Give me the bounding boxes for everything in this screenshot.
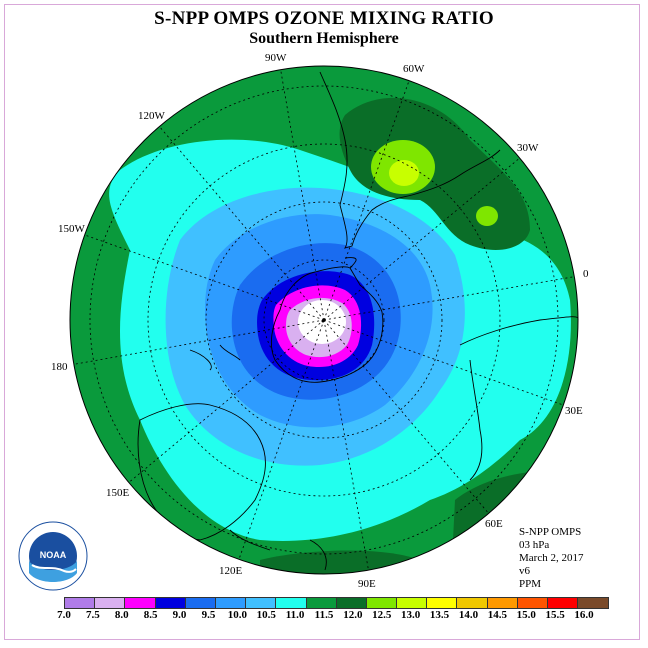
colorbar-tick-label: 7.0 bbox=[57, 609, 71, 621]
colorbar-swatch bbox=[336, 598, 367, 608]
colorbar-swatch bbox=[578, 598, 609, 608]
colorbar-tick-label: 15.0 bbox=[516, 609, 536, 621]
map-title: S-NPP OMPS OZONE MIXING RATIO bbox=[154, 8, 494, 29]
map-subtitle: Southern Hemisphere bbox=[249, 30, 399, 47]
colorbar-tick-label: 8.5 bbox=[143, 609, 158, 621]
info-instrument: S-NPP OMPS bbox=[519, 526, 582, 538]
colorbar-swatch bbox=[548, 598, 579, 608]
lon-label-30w: 30W bbox=[517, 142, 539, 154]
colorbar-tick-label: 13.0 bbox=[401, 609, 421, 621]
colorbar-swatch bbox=[306, 598, 337, 608]
colorbar-tick-label: 11.5 bbox=[314, 609, 334, 621]
colorbar-swatch bbox=[246, 598, 277, 608]
colorbar-swatch bbox=[517, 598, 548, 608]
colorbar-tick-label: 8.0 bbox=[114, 609, 129, 621]
colorbar-swatch bbox=[397, 598, 428, 608]
field-dark-green-south bbox=[260, 550, 420, 574]
coast-africa bbox=[459, 316, 578, 481]
info-pressure: 03 hPa bbox=[519, 539, 550, 551]
colorbar-swatch bbox=[185, 598, 216, 608]
colorbar-tick-label: 14.5 bbox=[487, 609, 507, 621]
colorbar-swatch bbox=[487, 598, 518, 608]
coastlines bbox=[137, 71, 578, 571]
lon-label-120e: 120E bbox=[219, 565, 243, 577]
coast-new-zealand bbox=[189, 344, 241, 371]
colorbar-tick-label: 13.5 bbox=[429, 609, 450, 621]
lon-label-60w: 60W bbox=[403, 63, 425, 75]
colorbar-tick-label: 12.0 bbox=[343, 609, 363, 621]
colorbar-tick-label: 9.0 bbox=[172, 609, 187, 621]
lon-label-60e: 60E bbox=[485, 518, 503, 530]
noaa-logo: NOAA bbox=[18, 521, 88, 591]
colorbar-swatch bbox=[155, 598, 186, 608]
colorbar-swatch bbox=[427, 598, 458, 608]
colorbar-swatch bbox=[215, 598, 247, 608]
colorbar-tick-label: 7.5 bbox=[86, 609, 100, 621]
map-boundary bbox=[69, 65, 579, 575]
colorbar-tick-label: 12.5 bbox=[372, 609, 392, 621]
field-yellow-maximum bbox=[389, 160, 419, 186]
lon-label-150e: 150E bbox=[106, 487, 130, 499]
colorbar-tick-label: 14.0 bbox=[458, 609, 479, 621]
info-date: March 2, 2017 bbox=[519, 552, 584, 564]
colorbar-swatch bbox=[125, 598, 156, 608]
noaa-logo-text: NOAA bbox=[40, 550, 67, 560]
colorbar-tick-label: 9.5 bbox=[201, 609, 216, 621]
coast-south-america bbox=[319, 71, 501, 249]
info-units: PPM bbox=[519, 578, 542, 590]
colorbar-swatch bbox=[276, 598, 307, 608]
colorbar-ticks: 7.0 7.5 8.0 8.5 9.0 9.5 10.0 10.5 11.0 11.5 12.0 12… bbox=[57, 609, 594, 623]
colorbar-swatch bbox=[457, 598, 488, 608]
lon-label-150w: 150W bbox=[58, 223, 85, 235]
field-lime-small-maximum bbox=[476, 206, 498, 226]
colorbar-swatch bbox=[366, 598, 398, 608]
colorbar-tick-label: 10.5 bbox=[256, 609, 276, 621]
lon-label-180: 180 bbox=[51, 361, 68, 373]
coast-antarctic-peninsula bbox=[344, 257, 357, 269]
colorbar-swatch bbox=[65, 598, 96, 608]
colorbar-tick-label: 16.0 bbox=[574, 609, 594, 621]
lon-label-30e: 30E bbox=[565, 405, 583, 417]
graticule bbox=[70, 66, 578, 574]
lon-label-90w: 90W bbox=[265, 52, 287, 64]
colorbar bbox=[64, 597, 610, 609]
colorbar-tick-label: 11.0 bbox=[285, 609, 305, 621]
coast-indian-islands bbox=[229, 529, 327, 571]
lon-label-0: 0 bbox=[583, 268, 589, 280]
south-pole-marker bbox=[321, 319, 325, 323]
figure-frame bbox=[4, 4, 640, 640]
info-version: v6 bbox=[519, 565, 530, 577]
coast-australia bbox=[137, 403, 266, 541]
coast-antarctica bbox=[270, 266, 384, 383]
colorbar-tick-label: 15.5 bbox=[545, 609, 565, 621]
product-info: S-NPP OMPS 03 hPa March 2, 2017 v6 PPM bbox=[519, 526, 583, 591]
lon-label-90e: 90E bbox=[358, 578, 376, 590]
colorbar-swatch bbox=[95, 598, 126, 608]
colorbar-tick-label: 10.0 bbox=[227, 609, 247, 621]
lon-label-120w: 120W bbox=[138, 110, 165, 122]
